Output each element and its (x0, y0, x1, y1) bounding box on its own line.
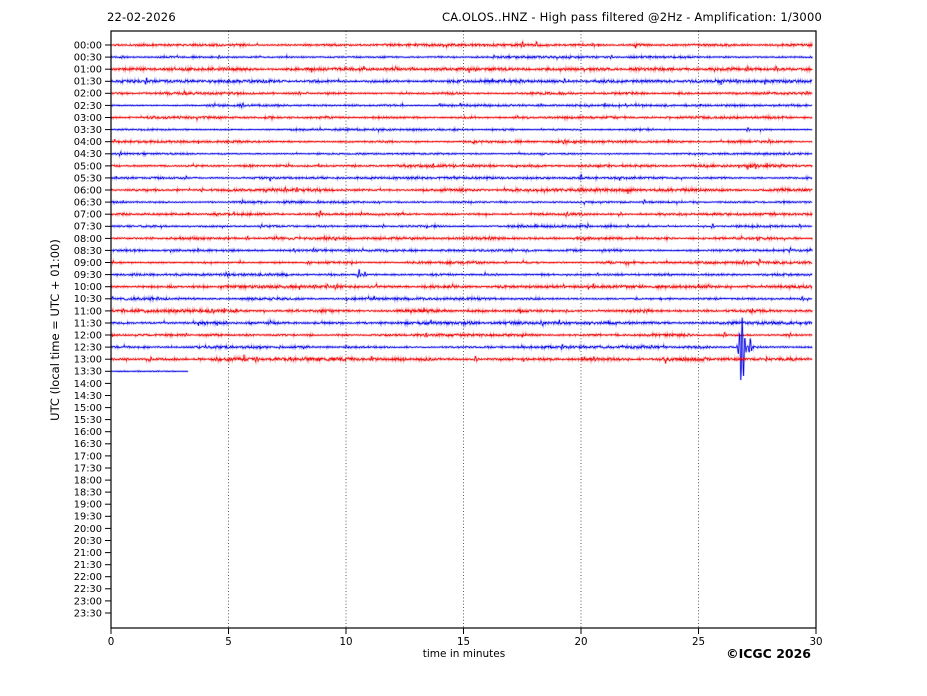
y-tick-label: 10:30 (74, 294, 102, 305)
y-tick-label: 18:30 (74, 488, 102, 499)
y-tick-label: 07:30 (74, 222, 102, 233)
y-axis-label: UTC (local time = UTC + 01:00) (48, 239, 62, 421)
trace-row (110, 148, 813, 160)
y-tick-label: 03:30 (74, 125, 102, 136)
trace-row (110, 244, 814, 256)
y-tick-label: 11:30 (74, 318, 102, 329)
x-tick-label: 15 (457, 636, 470, 648)
y-tick-label: 17:30 (74, 463, 102, 474)
y-tick-label: 11:00 (74, 306, 102, 317)
y-tick-label: 16:30 (74, 439, 102, 450)
trace-row (109, 316, 813, 330)
trace-row (110, 369, 189, 374)
y-tick-label: 12:30 (74, 343, 102, 354)
x-tick-label: 25 (692, 636, 705, 648)
trace-row (110, 75, 813, 87)
y-tick-label: 14:30 (74, 391, 102, 402)
y-tick-label: 06:00 (74, 185, 102, 196)
trace-row (110, 232, 814, 245)
trace-row (109, 256, 813, 269)
x-tick-label: 20 (574, 636, 587, 648)
y-tick-label: 19:30 (74, 512, 102, 523)
y-tick-label: 02:30 (74, 101, 102, 112)
trace-row (109, 292, 813, 305)
trace-row (110, 353, 813, 367)
y-tick-label: 06:30 (74, 198, 102, 209)
trace-rows (109, 38, 814, 381)
y-tick-label: 17:00 (74, 451, 102, 462)
y-tick-label: 18:00 (74, 476, 102, 487)
y-tick-label: 04:30 (74, 149, 102, 160)
x-axis-label: time in minutes (422, 648, 506, 660)
y-tick-label: 02:00 (74, 89, 102, 100)
y-tick-label: 15:30 (74, 415, 102, 426)
y-tick-label: 04:00 (74, 137, 102, 148)
y-tick-label: 23:30 (74, 608, 102, 619)
grid-lines (228, 31, 699, 628)
trace-row (110, 219, 813, 232)
y-tick-label: 07:00 (74, 210, 102, 221)
trace-row (110, 196, 813, 208)
y-tick-label: 19:00 (74, 500, 102, 511)
y-tick-label: 03:00 (74, 113, 102, 124)
plot-title: CA.OLOS..HNZ - High pass filtered @2Hz -… (441, 10, 822, 24)
x-tick-labels: 0 5 10 15 20 25 30 (108, 628, 823, 648)
trace-row (110, 62, 814, 76)
trace-row (110, 329, 813, 341)
trace-row (110, 38, 814, 52)
copyright-label: ©ICGC 2026 (726, 646, 811, 661)
trace-row (110, 184, 814, 197)
y-tick-label: 01:00 (74, 65, 102, 76)
y-tick-label: 08:00 (74, 234, 102, 245)
y-tick-label: 08:30 (74, 246, 102, 257)
y-tick-label: 21:00 (74, 548, 102, 559)
trace-row (110, 317, 814, 381)
x-tick-label: 30 (809, 636, 822, 648)
y-tick-label: 09:30 (74, 270, 102, 281)
trace-row (110, 268, 814, 280)
x-tick-label: 0 (108, 636, 115, 648)
trace-row (110, 123, 813, 136)
y-tick-label: 22:30 (74, 584, 102, 595)
trace-row (110, 51, 814, 63)
y-tick-labels: 00:00 00:3001:0001:3002:0002:3003:0003:30… (74, 40, 111, 619)
y-tick-label: 15:00 (74, 403, 102, 414)
y-tick-label: 05:30 (74, 173, 102, 184)
y-tick-label: 23:00 (74, 596, 102, 607)
y-tick-label: 20:00 (74, 524, 102, 535)
y-tick-label: 21:30 (74, 560, 102, 571)
y-tick-label: 12:00 (74, 330, 102, 341)
trace-row (110, 159, 814, 172)
trace-row (110, 136, 813, 148)
y-tick-label: 00:30 (74, 53, 102, 64)
y-tick-label: 13:30 (74, 367, 102, 378)
y-tick-label: 09:00 (74, 258, 102, 269)
trace-row (110, 86, 813, 99)
y-tick-label: 16:00 (74, 427, 102, 438)
y-tick-label: 20:30 (74, 536, 102, 547)
y-tick-label: 22:00 (74, 572, 102, 583)
y-tick-label: 00:00 (74, 40, 102, 51)
y-tick-label: 10:00 (74, 282, 102, 293)
trace-row (110, 173, 813, 184)
x-tick-label: 5 (225, 636, 232, 648)
y-tick-label: 13:00 (74, 355, 102, 366)
trace-row (110, 279, 813, 293)
trace-row (110, 208, 814, 221)
y-tick-label: 05:00 (74, 161, 102, 172)
y-tick-label: 01:30 (74, 77, 102, 88)
trace-row (110, 111, 813, 124)
y-tick-label: 14:00 (74, 379, 102, 390)
trace-row (110, 99, 813, 112)
x-tick-label: 10 (339, 636, 352, 648)
date-label: 22-02-2026 (107, 10, 176, 24)
trace-row (110, 305, 814, 317)
